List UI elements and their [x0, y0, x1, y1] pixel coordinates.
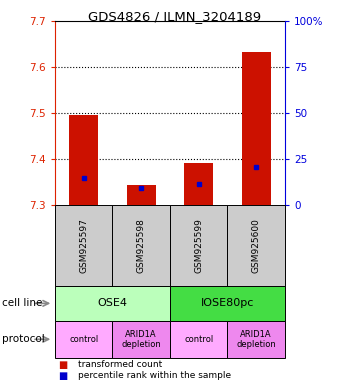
- Text: control: control: [69, 335, 98, 344]
- Text: ARID1A
depletion: ARID1A depletion: [121, 329, 161, 349]
- Text: percentile rank within the sample: percentile rank within the sample: [78, 371, 231, 380]
- Text: ARID1A
depletion: ARID1A depletion: [236, 329, 276, 349]
- Text: protocol: protocol: [2, 334, 44, 344]
- Text: GSM925599: GSM925599: [194, 218, 203, 273]
- Text: ■: ■: [58, 360, 68, 370]
- Text: transformed count: transformed count: [78, 360, 162, 369]
- Bar: [242, 53, 271, 205]
- Text: GSM925598: GSM925598: [137, 218, 146, 273]
- Text: OSE4: OSE4: [97, 298, 127, 308]
- Text: cell line: cell line: [2, 298, 42, 308]
- Text: GSM925597: GSM925597: [79, 218, 88, 273]
- Text: control: control: [184, 335, 213, 344]
- Bar: [184, 162, 213, 205]
- Text: GDS4826 / ILMN_3204189: GDS4826 / ILMN_3204189: [89, 10, 261, 23]
- Text: GSM925600: GSM925600: [252, 218, 261, 273]
- Text: IOSE80pc: IOSE80pc: [201, 298, 254, 308]
- Bar: [127, 185, 155, 205]
- Bar: [69, 115, 98, 205]
- Text: ■: ■: [58, 371, 68, 381]
